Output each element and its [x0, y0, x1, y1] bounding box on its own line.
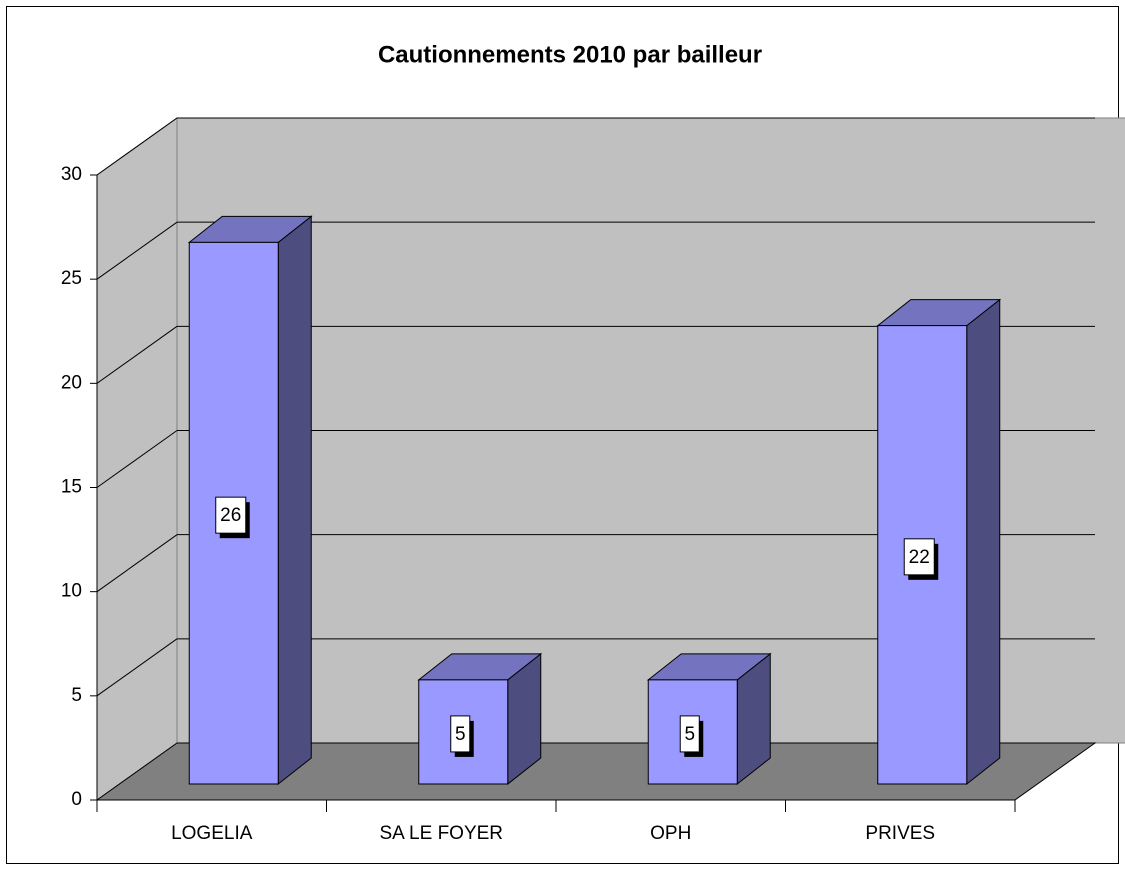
- grid-line: [96, 534, 178, 593]
- bar-side: [277, 215, 312, 786]
- x-tick-label: OPH: [650, 823, 691, 844]
- data-label: 5: [684, 724, 695, 745]
- grid-line: [96, 117, 178, 176]
- x-tick-label: SA LE FOYER: [379, 823, 503, 844]
- bar-side: [966, 298, 1001, 786]
- bar: [646, 652, 772, 786]
- x-tick-label: PRIVES: [865, 823, 935, 844]
- y-tick-label: 20: [61, 372, 82, 393]
- y-tick-label: 25: [61, 268, 82, 289]
- x-tick-label: LOGELIA: [171, 823, 253, 844]
- grid-line: [96, 221, 178, 280]
- y-tick-label: 10: [61, 581, 82, 602]
- data-label-box: [215, 496, 247, 534]
- grid-line: [96, 325, 178, 384]
- chart-title: Cautionnements 2010 par bailleur: [378, 41, 762, 68]
- data-label-box: [679, 715, 700, 753]
- data-label-box: [903, 538, 935, 576]
- bar: [876, 298, 1002, 786]
- y-tick-label: 0: [71, 789, 82, 810]
- data-label: 5: [455, 724, 466, 745]
- y-tick-label: 30: [61, 164, 82, 185]
- bar: [417, 652, 543, 786]
- y-tick-label: 5: [71, 685, 82, 706]
- data-label: 26: [220, 505, 241, 526]
- y-tick-label: 15: [61, 477, 82, 498]
- data-label-box: [450, 715, 471, 753]
- bar: [187, 215, 313, 786]
- grid-line: [96, 638, 178, 697]
- grid-line: [96, 430, 178, 488]
- data-label: 22: [909, 547, 930, 568]
